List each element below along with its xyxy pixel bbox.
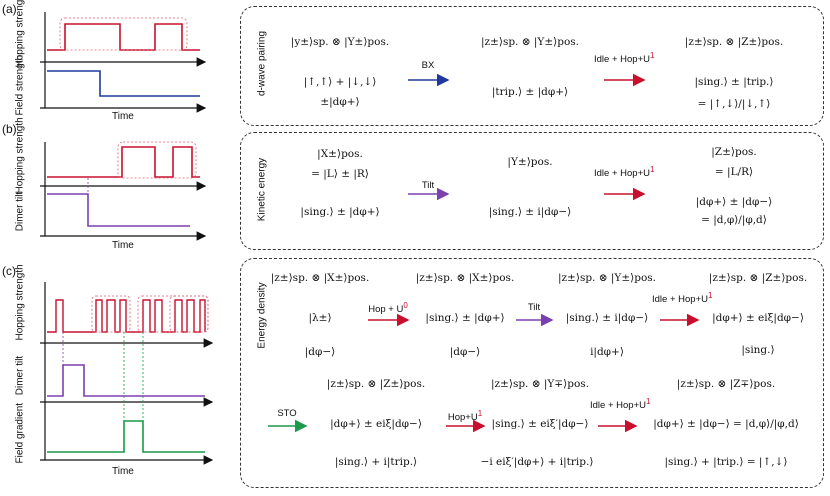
c1-state3-bot: i|dφ+⟩ (590, 346, 624, 358)
plot-a-field-trace (47, 70, 200, 97)
c2-state1-top: |z±⟩sp. ⊗ |Z±⟩pos. (326, 378, 426, 390)
c1-state1-mid: |λ±⟩ (308, 312, 332, 324)
a-op1-label: BX (421, 60, 435, 71)
plot-a-hop-trace (47, 23, 200, 51)
c1-state4-top: |z±⟩sp. ⊗ |Z±⟩pos. (708, 272, 808, 284)
panel-c-label: (c) (2, 264, 16, 278)
plot-b (40, 141, 207, 241)
c2-state3-bot: |sing.⟩ + |trip.⟩ = |↑,↓⟩ (664, 456, 788, 468)
b-op2-label: Idle + Hop+U1 (594, 165, 655, 180)
a-state1-bot: ±|dφ+⟩ (320, 96, 360, 108)
c1-state2-bot: |dφ−⟩ (449, 346, 481, 358)
c1-state3-top: |z±⟩sp. ⊗ |Y±⟩pos. (557, 272, 657, 284)
plot-b-hop-trace (47, 146, 200, 178)
plot-c-ylabel-bottom: Field gradient (14, 402, 26, 464)
a-state3-mid: |sing.⟩ ± |trip.⟩ (694, 76, 774, 88)
c1-op3-label: Idle + Hop+U1 (652, 291, 713, 306)
a-state2-top: |z±⟩sp. ⊗ |Y±⟩pos. (480, 36, 580, 48)
a-state3-bot: = |↑,↓⟩/|↓,↑⟩ (697, 98, 771, 110)
plot-b-xlabel: Time (112, 240, 134, 251)
c1-state4-mid: |dφ+⟩ ± eiξ|dφ−⟩ (712, 312, 804, 324)
plot-c-ylabel-top: Hopping strength (14, 264, 26, 341)
panel-c-box (240, 258, 824, 488)
plot-c-hop-trace (47, 299, 206, 333)
panel-a-label: (a) (2, 2, 17, 16)
b-state3-mid: = |L/R⟩ (714, 166, 754, 178)
c2-state2-mid: |sing.⟩ ± eiξ′|dφ−⟩ (491, 418, 589, 430)
a-state2-mid: |trip.⟩ ± |dφ+⟩ (491, 86, 569, 98)
a-state1-top: |y±⟩sp. ⊗ |Y±⟩pos. (290, 36, 390, 48)
c2-state3-top: |z±⟩sp. ⊗ |Z∓⟩pos. (676, 378, 776, 390)
panel-c-side-title: Energy density (256, 282, 268, 349)
c1-state3-mid: |sing.⟩ ± i|dφ−⟩ (565, 312, 649, 324)
c2-state3-mid: |dφ+⟩ ± |dφ−⟩ = |d,φ⟩/|φ,d⟩ (653, 418, 799, 430)
a-state1-mid: |↑,↑⟩ + |↓,↓⟩ (303, 76, 377, 88)
panel-b-label: (b) (2, 122, 17, 136)
c1-state1-top: |z±⟩sp. ⊗ |X±⟩pos. (270, 272, 370, 284)
plot-a-xlabel: Time (112, 111, 134, 122)
b-state1-top: |X±⟩pos. (317, 148, 363, 160)
c2-state2-bot: −i eiξ′|dφ+⟩ + i|trip.⟩ (480, 456, 594, 468)
b-state3-bot2: = |d,φ⟩/|φ,d⟩ (701, 214, 767, 226)
c2-op2-label: Hop+U1 (447, 409, 483, 424)
c1-op1-label: Hop + U0 (368, 301, 408, 316)
plot-b-ylabel-bottom: Dimer tilt (14, 191, 26, 232)
plot-c-gradient-trace (47, 420, 205, 453)
panel-a-box (240, 6, 824, 126)
b-state2-top: |Y±⟩pos. (507, 156, 553, 168)
c1-op2-label: Tilt (527, 302, 541, 313)
plot-c-xlabel: Time (112, 466, 134, 477)
b-state1-bot: |sing.⟩ ± |dφ+⟩ (300, 206, 380, 218)
b-op1-label: Tilt (421, 180, 435, 191)
plot-a-ylabel-bottom: Field strength (14, 54, 26, 116)
b-state3-top: |Z±⟩pos. (711, 146, 757, 158)
b-state1-mid: = |L⟩ ± |R⟩ (311, 168, 369, 180)
panel-a-side-title: d-wave pairing (256, 30, 268, 97)
plot-c-tilt-trace (47, 364, 205, 397)
b-state3-bot: |dφ+⟩ ± |dφ−⟩ (695, 196, 773, 208)
c1-state2-top: |z±⟩sp. ⊗ |X±⟩pos. (415, 272, 515, 284)
b-state2-mid: |sing.⟩ ± i|dφ−⟩ (488, 206, 572, 218)
c2-op1-label: STO (277, 408, 297, 419)
plot-a (40, 12, 207, 113)
c1-state1-bot: |dφ−⟩ (304, 346, 336, 358)
c2-state1-bot: |sing.⟩ + i|trip.⟩ (334, 456, 418, 468)
a-state3-top: |z±⟩sp. ⊗ |Z±⟩pos. (684, 36, 784, 48)
panel-b-side-title: Kinetic energy (256, 157, 268, 222)
plot-a-hop-dashed-region (59, 17, 188, 51)
plot-c-ylabel-mid: Dimer tilt (14, 355, 26, 396)
plot-b-tilt-trace (47, 193, 190, 227)
panel-b-box (240, 132, 824, 250)
c1-state4-bot: |sing.⟩ (741, 344, 775, 356)
c2-state2-top: |z±⟩sp. ⊗ |Y∓⟩pos. (490, 378, 590, 390)
plot-c (40, 282, 214, 465)
c2-op3-label: Idle + Hop+U1 (590, 397, 651, 412)
a-op2-label: Idle + Hop+U1 (594, 51, 655, 66)
c1-state2-mid: |sing.⟩ ± |dφ+⟩ (425, 312, 505, 324)
c2-state1-mid: |dφ+⟩ ± eiξ|dφ−⟩ (330, 418, 422, 430)
